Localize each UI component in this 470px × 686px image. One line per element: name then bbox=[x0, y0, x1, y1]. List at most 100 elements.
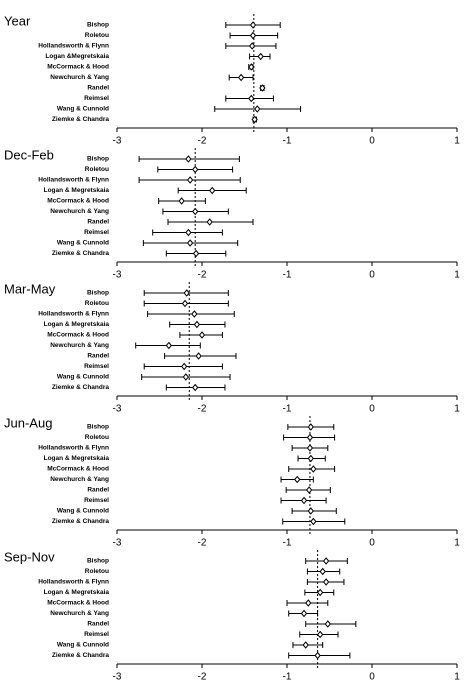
x-tick-label: -3 bbox=[113, 672, 122, 683]
panel: Jun-Aug -3 -2 -1 0 1 Bishop Roletou Hollandswort… bbox=[4, 415, 460, 548]
estimate-marker bbox=[209, 186, 216, 195]
panel: Year -3 -2 -1 0 1 Bishop Roletou Hollandsworth &… bbox=[4, 13, 460, 146]
estimate-marker bbox=[185, 155, 192, 163]
estimate-marker bbox=[322, 578, 330, 586]
estimate-marker bbox=[305, 599, 312, 607]
x-tick-label: -3 bbox=[113, 538, 122, 549]
x-tick-label: -3 bbox=[113, 404, 122, 415]
estimate-marker bbox=[307, 507, 314, 515]
category-label: McCormack & Hood bbox=[47, 332, 109, 339]
estimate-marker bbox=[198, 331, 206, 339]
category-label: Wang & Cunnold bbox=[57, 374, 109, 381]
x-tick-label: 1 bbox=[454, 672, 460, 683]
category-label: Newchurch & Yang bbox=[50, 476, 109, 483]
x-tick-label: -1 bbox=[283, 672, 292, 683]
estimate-marker bbox=[300, 496, 308, 505]
category-label: McCormack & Hood bbox=[47, 64, 109, 71]
estimate-marker bbox=[310, 517, 317, 526]
estimate-marker bbox=[306, 433, 314, 442]
category-label: Newchurch & Yang bbox=[50, 208, 109, 215]
estimate-marker bbox=[307, 454, 314, 463]
estimate-marker bbox=[316, 630, 324, 639]
category-label: Bishop bbox=[87, 424, 109, 431]
category-label: Reimsel bbox=[84, 363, 109, 370]
category-label: Bishop bbox=[87, 156, 109, 163]
x-tick-label: 1 bbox=[454, 404, 460, 415]
estimate-marker bbox=[314, 651, 321, 660]
panel: Dec-Feb -3 -2 -1 0 1 Bishop Roletou Hollandswort… bbox=[4, 147, 460, 280]
estimate-marker bbox=[251, 115, 258, 124]
x-tick-label: 0 bbox=[369, 136, 375, 147]
panel: Mar-May -3 -2 -1 0 1 Bishop Roletou Hollandswort… bbox=[4, 281, 460, 414]
category-label: Bishop bbox=[87, 22, 109, 29]
category-label: Ziemke & Chandra bbox=[52, 518, 109, 525]
category-label: Newchurch & Yang bbox=[50, 610, 109, 617]
category-label: Wang & Cunnold bbox=[57, 508, 109, 515]
category-label: Randel bbox=[87, 219, 109, 226]
estimate-marker bbox=[182, 373, 190, 381]
category-label: Hollandsworth & Flynn bbox=[38, 43, 109, 50]
estimate-marker bbox=[165, 341, 173, 350]
category-label: Reimsel bbox=[84, 497, 109, 504]
category-label: Hollandsworth & Flynn bbox=[38, 579, 109, 586]
category-label: Roletou bbox=[85, 568, 109, 575]
x-tick-label: -1 bbox=[283, 136, 292, 147]
x-tick-label: -1 bbox=[283, 404, 292, 415]
panel-title: Mar-May bbox=[4, 281, 56, 296]
x-tick-label: -2 bbox=[198, 538, 207, 549]
category-label: McCormack & Hood bbox=[47, 600, 109, 607]
category-label: Wang & Cunnold bbox=[57, 106, 109, 113]
category-label: Roletou bbox=[85, 166, 109, 173]
estimate-marker bbox=[237, 73, 245, 82]
panel-title: Sep-Nov bbox=[4, 549, 55, 564]
category-label: Logan & Megretskaia bbox=[44, 321, 110, 328]
estimate-marker bbox=[195, 352, 202, 360]
x-tick-label: 1 bbox=[454, 136, 460, 147]
category-label: Ziemke & Chandra bbox=[52, 250, 109, 257]
estimate-marker bbox=[257, 52, 264, 61]
category-label: Reimsel bbox=[84, 631, 109, 638]
estimate-marker bbox=[305, 486, 313, 494]
estimate-marker bbox=[306, 444, 314, 452]
estimate-marker bbox=[249, 31, 257, 40]
category-label: Randel bbox=[87, 85, 109, 92]
x-tick-label: -2 bbox=[198, 270, 207, 281]
estimate-marker bbox=[186, 239, 194, 247]
category-label: Logan & Megretskaia bbox=[44, 187, 110, 194]
estimate-marker bbox=[178, 197, 185, 205]
category-label: McCormack & Hood bbox=[47, 466, 109, 473]
category-label: Hollandsworth & Flynn bbox=[38, 445, 109, 452]
category-label: Roletou bbox=[85, 300, 109, 307]
estimate-marker bbox=[191, 310, 198, 318]
x-tick-label: 0 bbox=[369, 270, 375, 281]
category-label: Hollandsworth & Flynn bbox=[38, 311, 109, 318]
category-label: Reimsel bbox=[84, 95, 109, 102]
x-tick-label: -1 bbox=[283, 270, 292, 281]
category-label: Ziemke & Chandra bbox=[52, 652, 109, 659]
estimate-marker bbox=[193, 320, 201, 329]
x-tick-label: 1 bbox=[454, 538, 460, 549]
category-label: Reimsel bbox=[84, 229, 109, 236]
estimate-marker bbox=[192, 207, 199, 216]
x-tick-label: -2 bbox=[198, 672, 207, 683]
estimate-marker bbox=[259, 84, 266, 92]
estimate-marker bbox=[324, 620, 331, 628]
estimate-marker bbox=[186, 176, 194, 184]
estimate-marker bbox=[316, 588, 324, 597]
estimate-marker bbox=[322, 557, 330, 565]
panel-title: Year bbox=[4, 13, 31, 28]
category-label: Logan &Megretskaia bbox=[45, 53, 109, 60]
estimate-marker bbox=[185, 228, 192, 237]
estimate-marker bbox=[183, 289, 190, 297]
x-tick-label: -2 bbox=[198, 404, 207, 415]
category-label: Newchurch & Yang bbox=[50, 342, 109, 349]
category-label: Logan & Megretskaia bbox=[44, 589, 110, 596]
category-label: Roletou bbox=[85, 434, 109, 441]
estimate-marker bbox=[302, 641, 309, 649]
panel: Sep-Nov -3 -2 -1 0 1 Bishop Roletou Hollandswort… bbox=[4, 549, 460, 682]
category-label: Ziemke & Chandra bbox=[52, 116, 109, 123]
category-label: Randel bbox=[87, 487, 109, 494]
x-tick-label: 0 bbox=[369, 538, 375, 549]
estimate-marker bbox=[310, 465, 317, 473]
